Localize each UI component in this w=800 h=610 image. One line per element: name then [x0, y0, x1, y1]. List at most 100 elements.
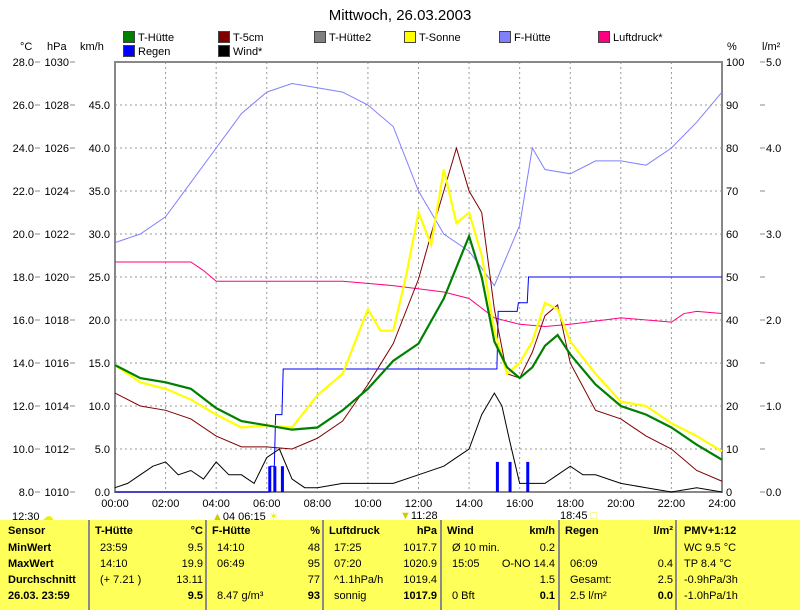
wind-value: O-NO 14.4: [501, 558, 555, 570]
thuette-label: 23:59: [100, 542, 128, 554]
legend-swatch: [404, 31, 416, 43]
hpa-tick-label: 1014: [45, 401, 69, 413]
luft-label: 07:20: [334, 558, 362, 570]
legend-label: Regen: [138, 46, 171, 58]
rain-tick-label: 5.0: [766, 57, 781, 69]
luft-value: 1017.7: [403, 542, 437, 554]
unit-label: %: [727, 41, 737, 53]
moonset-time: 11:28: [410, 510, 438, 522]
legend-item: F-Hütte: [499, 31, 551, 44]
series-line-regen: [115, 276, 722, 493]
series-line-luftdruck-: [115, 261, 723, 327]
rain-tick-label: 4.0: [766, 143, 781, 155]
pct-tick-label: 10: [726, 444, 738, 456]
hpa-tick-label: 1016: [45, 358, 69, 370]
sensor-row-label: MinWert: [8, 542, 52, 554]
regen-label: 2.5 l/m²: [570, 590, 607, 602]
cloud-icon: ☁: [42, 511, 54, 523]
pct-tick-label: 90: [726, 100, 738, 112]
legend-label: T-Sonne: [419, 32, 461, 44]
sunset-icon: □: [590, 510, 598, 522]
hpa-tick-label: 1028: [45, 100, 69, 112]
rain-tick-label: 3.0: [766, 229, 781, 241]
fhuette-value: 48: [307, 542, 320, 554]
wind-header: Wind: [447, 525, 474, 537]
temp-tick-label: 12.0: [13, 401, 34, 413]
luft-label: sonnig: [334, 590, 367, 602]
sun-icon: ☀: [268, 511, 279, 523]
column-divider: [322, 520, 324, 610]
hpa-tick-label: 1018: [45, 315, 69, 327]
pct-tick-label: 70: [726, 186, 738, 198]
legend-item: T-5cm: [218, 31, 264, 44]
legend-swatch: [314, 31, 326, 43]
rain-tick-label: 2.0: [766, 315, 781, 327]
luft-unit: hPa: [416, 525, 437, 537]
marker-sunset: 18:45 □: [560, 510, 597, 522]
legend-label: T-Hütte: [138, 32, 175, 44]
hpa-tick-label: 1026: [45, 143, 69, 155]
series-line-f-h-tte: [114, 82, 723, 287]
pmv-value: -1.0hPa/1h: [684, 590, 738, 602]
luft-value: 1020.9: [403, 558, 437, 570]
regen-label: Gesamt:: [570, 574, 612, 586]
rain-bar: [280, 466, 284, 492]
luft-header: Luftdruck: [329, 525, 380, 537]
sensor-row-label: Durchschnitt: [8, 574, 76, 586]
series-line-t-5cm: [114, 146, 723, 482]
fhuette-value: 77: [307, 574, 320, 586]
x-tick-label: 10:00: [354, 498, 382, 510]
marker-moon: ▼11:28: [400, 510, 438, 522]
legend-swatch: [123, 31, 135, 43]
column-divider: [205, 520, 207, 610]
x-tick-label: 12:00: [405, 498, 433, 510]
wind-value: 0.2: [539, 542, 555, 554]
chart-svg: °C hPa km/h% l/m² 28.0 26.0 24.0 22.0 20.0 18.0 16…: [13, 41, 782, 510]
thuette-value: 9.5: [187, 590, 203, 602]
fhuette-label: 14:10: [217, 542, 245, 554]
fhuette-label: 06:49: [217, 558, 245, 570]
hpa-tick-label: 1020: [45, 272, 69, 284]
fhuette-value: 95: [307, 558, 320, 570]
x-tick-label: 06:00: [253, 498, 281, 510]
sensor-header: Sensor: [8, 525, 46, 537]
rain-bar: [273, 466, 277, 492]
x-tick-label: 02:00: [152, 498, 180, 510]
temp-tick-label: 26.0: [13, 100, 34, 112]
fhuette-header: F-Hütte: [212, 525, 251, 537]
pct-tick-label: 30: [726, 358, 738, 370]
series-line-t-h-tte: [114, 232, 723, 461]
regen-value: 0.0: [657, 590, 673, 602]
regen-label: 06:09: [570, 558, 598, 570]
x-tick-label: 24:00: [708, 498, 736, 510]
x-tick-label: 00:00: [101, 498, 129, 510]
pct-tick-label: 40: [726, 315, 738, 327]
wind-label: Ø 10 min.: [452, 542, 500, 554]
summary-table: Sensor MinWert MaxWert Durchschnitt 26.03. 2…: [0, 520, 800, 610]
legend-swatch: [218, 31, 230, 43]
thuette-label: (+ 7.21 ): [100, 574, 142, 586]
chart-title: Mittwoch, 26.03.2003: [328, 7, 472, 24]
temp-tick-label: 28.0: [13, 57, 34, 69]
rain-bar: [526, 461, 530, 492]
unit-label: °C: [20, 41, 32, 53]
fhuette-label: 8.47 g/m³: [217, 590, 264, 602]
x-tick-label: 16:00: [506, 498, 534, 510]
hpa-tick-label: 1022: [45, 229, 69, 241]
luft-value: 1017.9: [403, 590, 437, 602]
legend-swatch: [123, 45, 135, 57]
luft-value: 1019.4: [403, 574, 437, 586]
thuette-value: 13.11: [176, 574, 203, 586]
kmh-tick-label: 25.0: [89, 272, 110, 284]
kmh-tick-label: 35.0: [89, 186, 110, 198]
legend-label: T-Hütte2: [329, 32, 372, 44]
kmh-tick-label: 45.0: [89, 100, 110, 112]
temp-tick-label: 10.0: [13, 444, 34, 456]
moon-set-icon: ▼: [400, 510, 411, 522]
unit-label: l/m²: [762, 41, 781, 53]
kmh-tick-label: 20.0: [89, 315, 110, 327]
temp-tick-label: 20.0: [13, 229, 34, 241]
legend-item: T-Hütte2: [314, 31, 371, 44]
legend-swatch: [499, 31, 511, 43]
pct-tick-label: 20: [726, 401, 738, 413]
